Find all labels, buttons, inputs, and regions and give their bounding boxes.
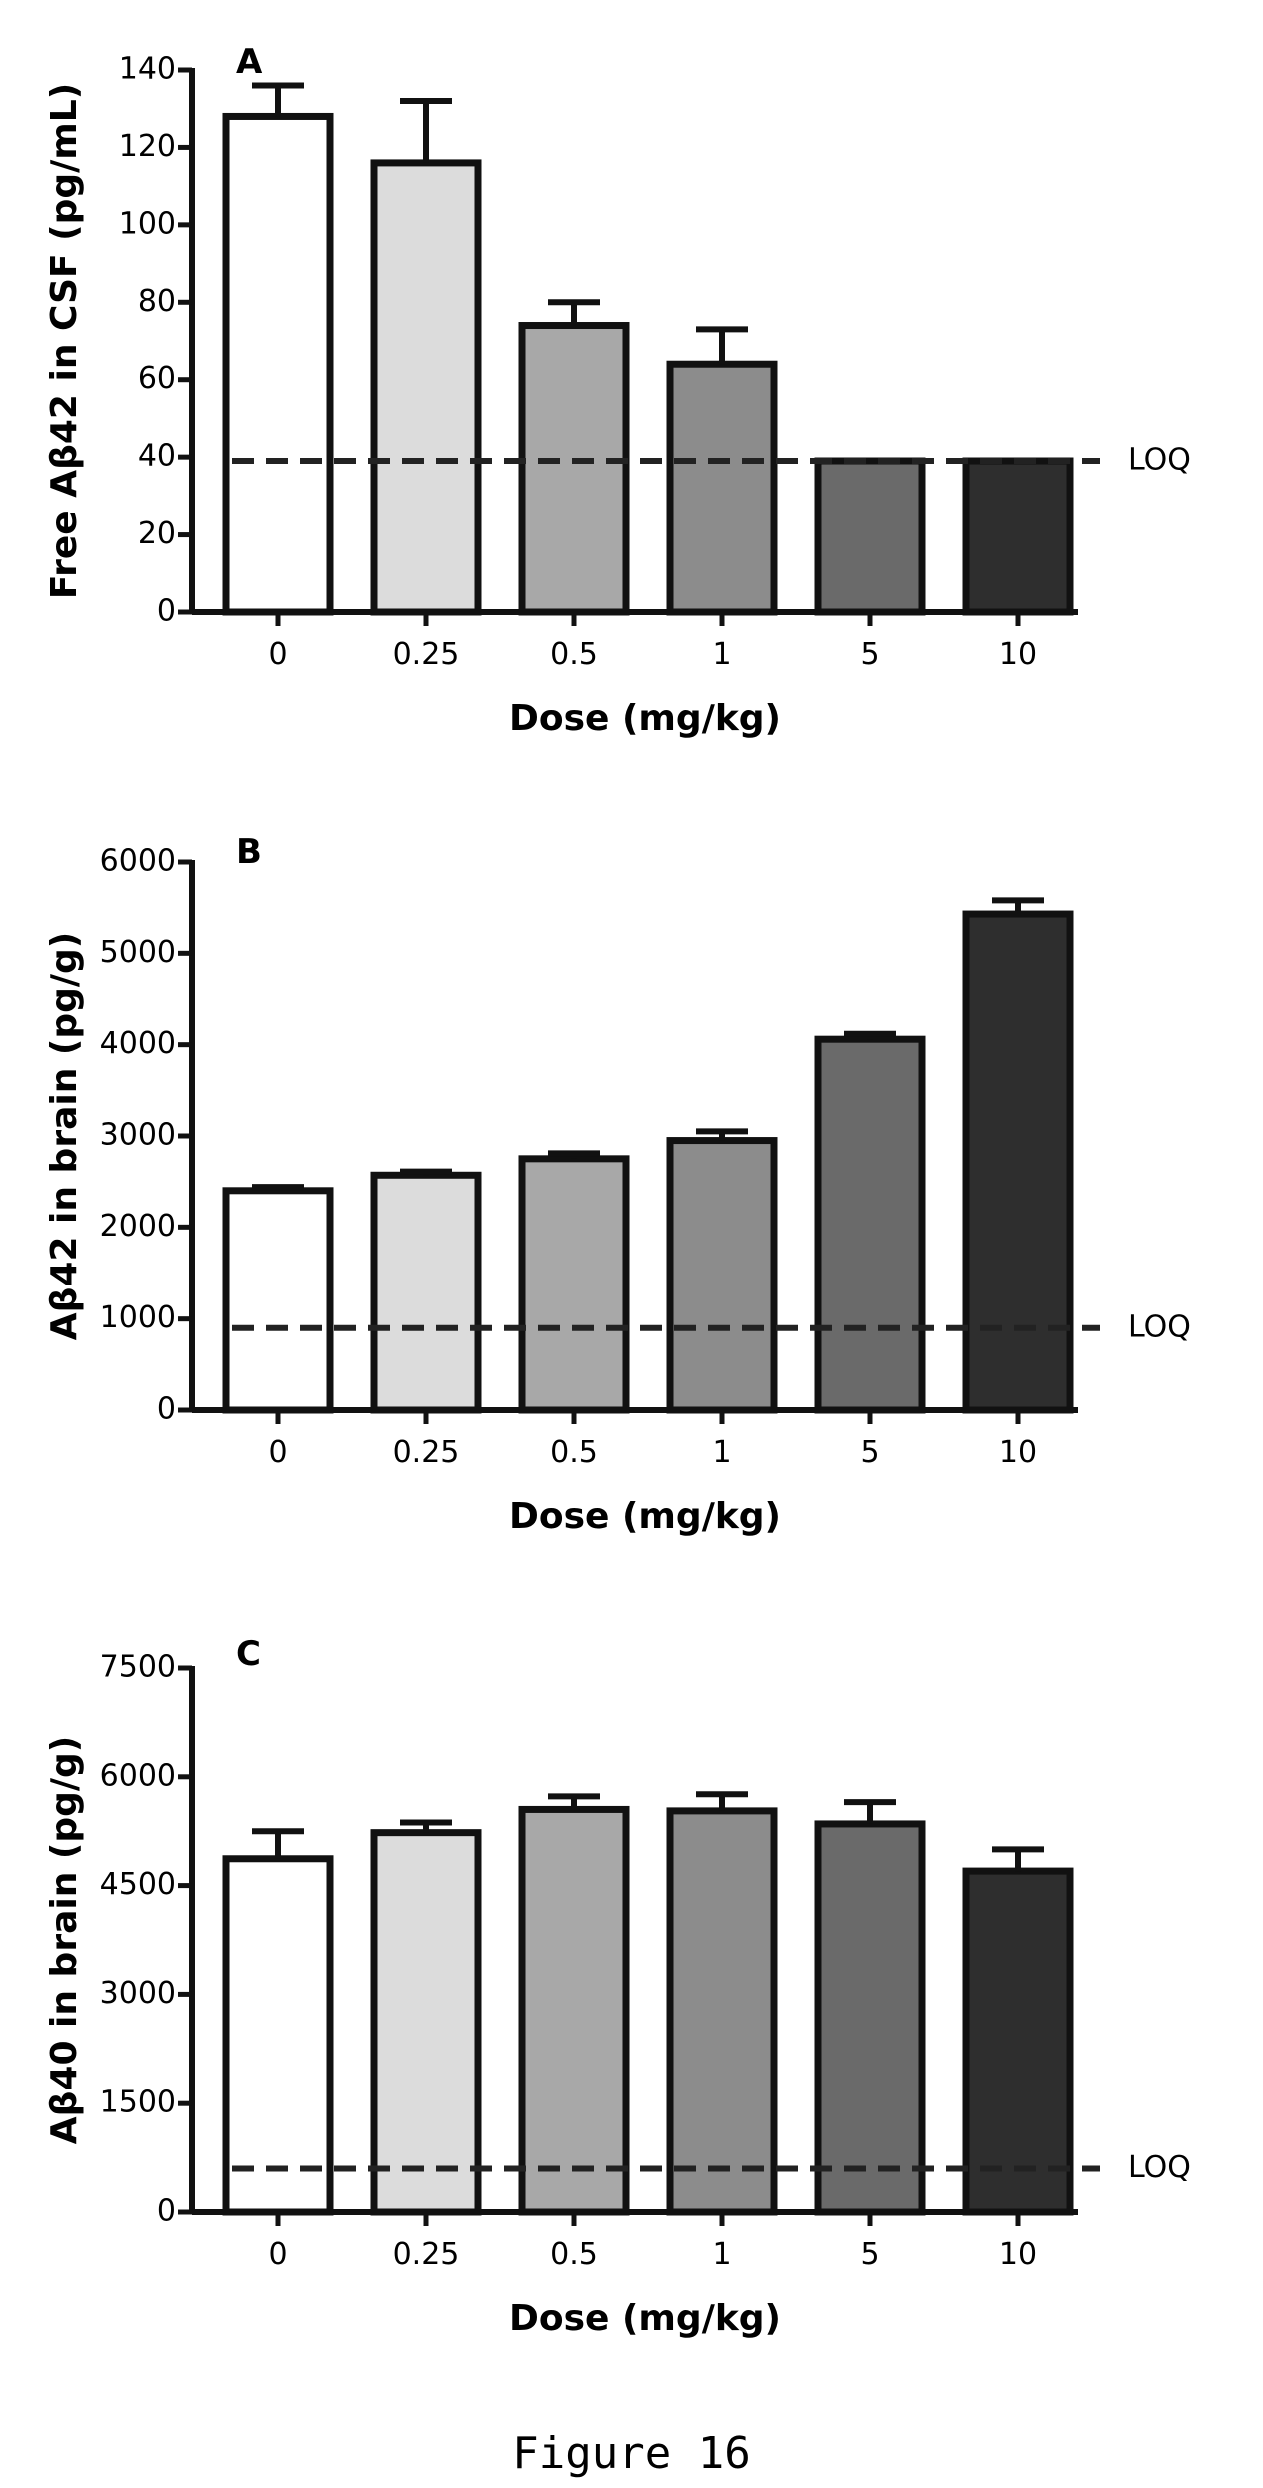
loq-label: LOQ <box>1128 1309 1191 1344</box>
bar <box>222 1855 334 2216</box>
y-tick-label: 5000 <box>100 935 176 970</box>
bar <box>666 1807 778 2216</box>
y-tick-label: 6000 <box>100 844 176 879</box>
bar <box>666 360 778 616</box>
x-axis-title: Dose (mg/kg) <box>509 1496 781 1537</box>
y-tick-label: 7500 <box>100 1650 176 1685</box>
bar <box>814 1035 926 1414</box>
x-tick-label: 10 <box>999 637 1037 672</box>
x-tick-label: 5 <box>860 2237 879 2272</box>
bar <box>814 1820 926 2216</box>
y-tick-label: 1000 <box>100 1300 176 1335</box>
x-tick-label: 10 <box>999 1435 1037 1470</box>
y-tick-label: 20 <box>138 516 176 551</box>
x-tick-label: 1 <box>712 1435 731 1470</box>
chart-panel-c: C 0 1500 3000 4500 6000 7500 0 0.25 0.5 1 5 10 Dose (… <box>44 1634 1191 2339</box>
x-tick-label: 0.25 <box>393 1435 460 1470</box>
y-tick-label: 80 <box>138 284 176 319</box>
x-tick-label: 0.5 <box>550 2237 598 2272</box>
y-tick-label: 140 <box>119 52 176 87</box>
x-tick-label: 0.25 <box>393 637 460 672</box>
y-tick-label: 2000 <box>100 1209 176 1244</box>
x-tick-label: 1 <box>712 2237 731 2272</box>
bar <box>962 457 1074 616</box>
x-tick-label: 1 <box>712 637 731 672</box>
bar <box>518 322 630 616</box>
y-tick-label: 6000 <box>100 1758 176 1793</box>
bar <box>370 1829 482 2216</box>
bar <box>814 457 926 616</box>
bar <box>666 1137 778 1414</box>
y-axis-title: Free Aβ42 in CSF (pg/mL) <box>44 83 85 599</box>
panel-letter: C <box>236 1634 261 1674</box>
y-tick-label: 40 <box>138 439 176 474</box>
y-tick-label: 4500 <box>100 1867 176 1902</box>
figure-caption: Figure 16 <box>512 2428 751 2479</box>
y-axis-title: Aβ40 in brain (pg/g) <box>44 1736 85 2144</box>
x-tick-label: 5 <box>860 1435 879 1470</box>
bar <box>962 910 1074 1414</box>
x-tick-label: 0 <box>268 2237 287 2272</box>
x-axis-title: Dose (mg/kg) <box>509 698 781 739</box>
bar <box>370 1171 482 1414</box>
bar <box>222 1187 334 1414</box>
y-tick-label: 0 <box>157 2194 176 2229</box>
x-axis-title: Dose (mg/kg) <box>509 2298 781 2339</box>
panel-letter: B <box>236 832 262 872</box>
y-tick-label: 3000 <box>100 1118 176 1153</box>
y-axis-title: Aβ42 in brain (pg/g) <box>44 932 85 1340</box>
bar <box>222 112 334 616</box>
y-tick-label: 120 <box>119 129 176 164</box>
x-tick-label: 0.5 <box>550 637 598 672</box>
y-tick-label: 60 <box>138 361 176 396</box>
x-tick-label: 0.5 <box>550 1435 598 1470</box>
y-tick-label: 100 <box>119 206 176 241</box>
y-tick-label: 4000 <box>100 1026 176 1061</box>
x-tick-label: 0 <box>268 637 287 672</box>
panel-letter: A <box>236 42 263 82</box>
bar <box>518 1155 630 1414</box>
loq-label: LOQ <box>1128 443 1191 478</box>
bar <box>370 159 482 616</box>
x-tick-label: 10 <box>999 2237 1037 2272</box>
y-tick-label: 1500 <box>100 2085 176 2120</box>
bar <box>518 1805 630 2216</box>
bar <box>962 1867 1074 2216</box>
y-tick-label: 3000 <box>100 1976 176 2011</box>
x-tick-label: 0.25 <box>393 2237 460 2272</box>
y-tick-label: 0 <box>157 1392 176 1427</box>
x-tick-label: 0 <box>268 1435 287 1470</box>
chart-panel-a: A 0 20 40 60 80 100 120 140 0 0.25 0.5 1 5 10 Dose (mg/… <box>44 42 1191 739</box>
loq-label: LOQ <box>1128 2150 1191 2185</box>
y-tick-label: 0 <box>157 594 176 629</box>
chart-panel-b: B 0 1000 2000 3000 4000 5000 6000 0 0.25 0.5 1 5 10 Do… <box>44 832 1191 1537</box>
x-tick-label: 5 <box>860 637 879 672</box>
